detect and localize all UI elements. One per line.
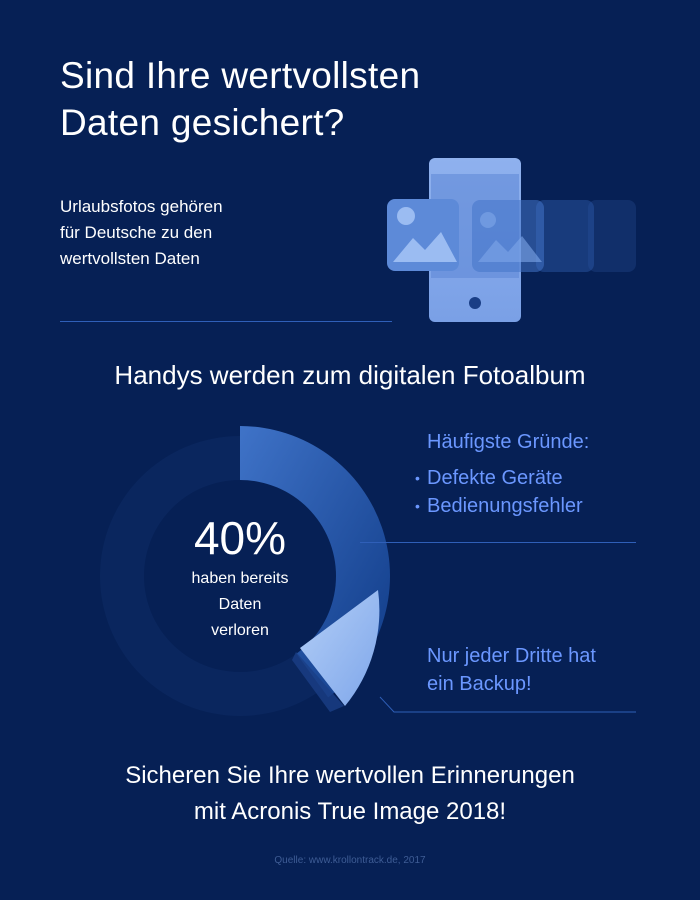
divider bbox=[60, 321, 392, 322]
title-line-1: Sind Ihre wertvollsten bbox=[60, 55, 421, 96]
cta-line-2: mit Acronis True Image 2018! bbox=[193, 798, 507, 825]
intro-line-2: für Deutsche zu den bbox=[60, 223, 213, 242]
bullet-icon: • bbox=[415, 498, 420, 514]
source-credit: Quelle: www.krollontrack.de, 2017 bbox=[274, 855, 426, 866]
intro-line-1: Urlaubsfotos gehören bbox=[60, 197, 223, 216]
backup-note: Nur jeder Dritte hat ein Backup! bbox=[427, 642, 667, 698]
title-line-2: Daten gesichert? bbox=[60, 102, 345, 143]
page-title: Sind Ihre wertvollsten Daten gesichert? bbox=[60, 52, 660, 146]
section-heading: Handys werden zum digitalen Fotoalbum bbox=[114, 360, 586, 390]
backup-line-1: Nur jeder Dritte hat bbox=[427, 645, 596, 667]
backup-pointer-line bbox=[379, 696, 636, 713]
reasons-heading: Häufigste Gründe: bbox=[427, 431, 590, 453]
intro-line-3: wertvollsten Daten bbox=[60, 249, 200, 268]
stat-label: haben bereits Daten verloren bbox=[160, 566, 320, 644]
stat-label-line-2: Daten bbox=[218, 596, 262, 613]
divider bbox=[360, 542, 636, 543]
stat-label-line-1: haben bereits bbox=[191, 570, 289, 587]
intro-text: Urlaubsfotos gehören für Deutsche zu den… bbox=[60, 194, 320, 272]
reason-item: • Bedienungsfehler bbox=[415, 492, 687, 520]
call-to-action: Sicheren Sie Ihre wertvollen Erinnerunge… bbox=[0, 758, 700, 830]
reason-label: Bedienungsfehler bbox=[427, 495, 583, 517]
reasons-list: Häufigste Gründe: • Defekte Geräte • Bed… bbox=[415, 428, 687, 520]
cta-line-1: Sicheren Sie Ihre wertvollen Erinnerunge… bbox=[125, 762, 575, 789]
stat-value: 40% bbox=[193, 512, 287, 564]
donut-chart bbox=[100, 426, 390, 716]
backup-line-2: ein Backup! bbox=[427, 673, 532, 695]
bullet-icon: • bbox=[415, 470, 420, 486]
backup-segment bbox=[300, 590, 380, 706]
reason-label: Defekte Geräte bbox=[427, 467, 563, 489]
reason-item: • Defekte Geräte bbox=[415, 464, 687, 492]
stat-label-line-3: verloren bbox=[211, 622, 269, 639]
photo-gallery-icon bbox=[387, 199, 636, 272]
